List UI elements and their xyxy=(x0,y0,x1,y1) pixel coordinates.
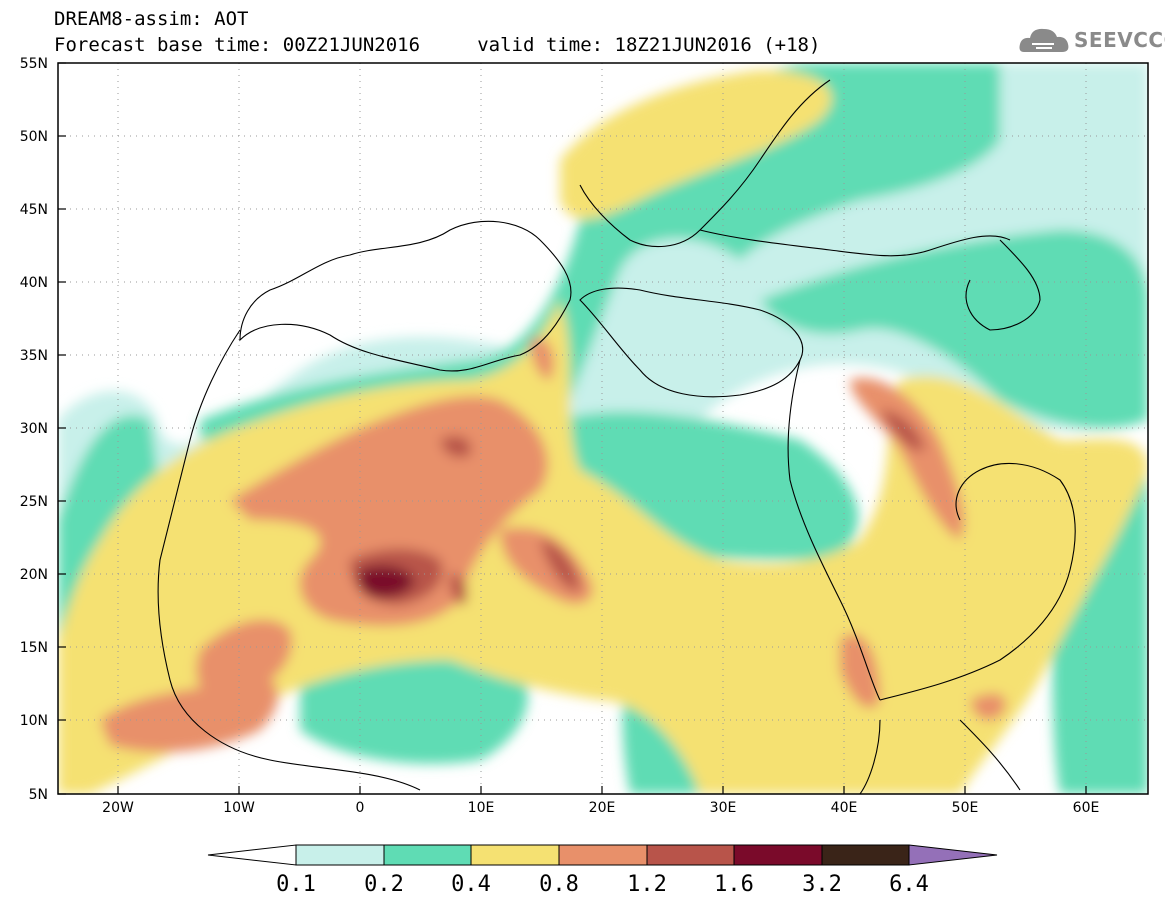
colorbar-bin-2 xyxy=(383,844,472,866)
colorbar-bin-5 xyxy=(646,844,735,866)
colorbar-label: 0.8 xyxy=(539,872,579,897)
cloud-icon xyxy=(1019,28,1069,52)
lat-label-20n: 20N xyxy=(20,567,48,583)
lon-label-40e: 40E xyxy=(831,800,858,816)
colorbar-label: 6.4 xyxy=(889,872,929,897)
lat-label-45n: 45N xyxy=(20,202,48,218)
lat-label-30n: 30N xyxy=(20,421,48,437)
colorbar xyxy=(207,844,998,866)
lat-label-25n: 25N xyxy=(20,494,48,510)
lon-label-10e: 10E xyxy=(468,800,495,816)
colorbar-bin-6 xyxy=(733,844,823,866)
colorbar-under-triangle xyxy=(207,844,297,866)
colorbar-bin-7 xyxy=(821,844,910,866)
lon-label-60e: 60E xyxy=(1073,800,1100,816)
colorbar-label: 0.1 xyxy=(276,872,316,897)
lon-label-30e: 30E xyxy=(710,800,737,816)
coastlines xyxy=(157,79,1076,794)
colorbar-label: 1.2 xyxy=(627,872,667,897)
colorbar-label: 1.6 xyxy=(714,872,754,897)
seevccc-logo: SEEVCCC xyxy=(1018,22,1165,58)
aot-map: 5N 10N 15N 20N 25N 30N 35N 40N 45N 50N 5… xyxy=(20,56,1149,816)
lon-label-20w: 20W xyxy=(102,800,134,816)
colorbar-bin-3 xyxy=(470,844,560,866)
map-subtitle: Forecast base time: 00Z21JUN2016 valid t… xyxy=(54,34,821,56)
lon-label-0: 0 xyxy=(356,800,365,816)
colorbar-bin-4 xyxy=(558,844,648,866)
lat-label-15n: 15N xyxy=(20,640,48,656)
lon-label-50e: 50E xyxy=(952,800,979,816)
lat-label-10n: 10N xyxy=(20,713,48,729)
logo-text: SEEVCCC xyxy=(1074,28,1165,52)
lat-label-5n: 5N xyxy=(29,787,48,803)
lon-label-20e: 20E xyxy=(589,800,616,816)
colorbar-label: 0.2 xyxy=(364,872,404,897)
colorbar-label: 0.4 xyxy=(451,872,491,897)
lat-label-40n: 40N xyxy=(20,275,48,291)
colorbar-over-triangle xyxy=(908,844,998,866)
aot-field xyxy=(58,63,1148,794)
lat-label-50n: 50N xyxy=(20,129,48,145)
lat-label-35n: 35N xyxy=(20,348,48,364)
map-title: DREAM8-assim: AOT xyxy=(54,8,249,30)
colorbar-bin-1 xyxy=(295,844,385,866)
colorbar-label: 3.2 xyxy=(802,872,842,897)
lat-label-55n: 55N xyxy=(20,56,48,72)
lon-label-10w: 10W xyxy=(223,800,255,816)
